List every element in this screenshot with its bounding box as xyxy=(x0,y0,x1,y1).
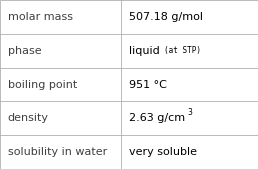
Text: molar mass: molar mass xyxy=(8,12,73,22)
Text: (at STP): (at STP) xyxy=(164,46,201,55)
Text: 2.63 g/cm: 2.63 g/cm xyxy=(129,113,185,123)
Text: solubility in water: solubility in water xyxy=(8,147,107,157)
Text: phase: phase xyxy=(8,46,41,56)
Text: 3: 3 xyxy=(187,108,192,117)
Text: boiling point: boiling point xyxy=(8,79,77,90)
Text: very soluble: very soluble xyxy=(129,147,197,157)
Text: liquid: liquid xyxy=(129,46,160,56)
Text: density: density xyxy=(8,113,49,123)
Text: 507.18 g/mol: 507.18 g/mol xyxy=(129,12,203,22)
Text: 951 °C: 951 °C xyxy=(129,79,167,90)
